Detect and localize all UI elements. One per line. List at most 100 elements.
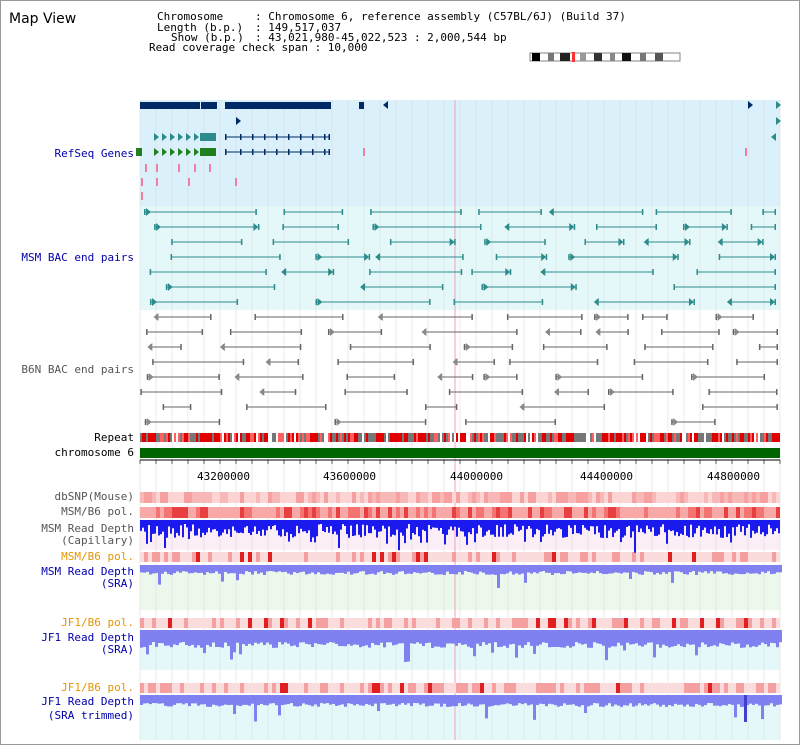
strand-arrow [147,343,153,351]
heat-cell [760,492,764,503]
depth-bar [204,520,206,536]
gene-exon [622,239,625,245]
heat-cell [384,683,388,693]
gene-exon [776,344,778,350]
heat-cell [276,618,280,628]
heat-cell [740,552,744,562]
repeat-cell [434,433,436,442]
depth-bar [548,565,551,573]
gene-exon [165,284,168,290]
heat-cell [220,507,224,518]
repeat-cell [638,433,640,442]
repeat-cell [764,433,766,442]
depth-bar [362,565,365,572]
heat-cell [428,683,432,693]
heat-cell [344,618,348,628]
repeat-cell [452,433,454,442]
repeat-cell [518,433,520,442]
heat-cell [396,618,400,628]
depth-bar [491,630,494,653]
depth-bar [233,630,236,653]
heat-cell [224,492,228,503]
depth-bar [245,695,248,705]
heat-cell [676,492,680,503]
heat-cell [584,618,588,628]
depth-bar [773,630,776,644]
depth-bar [728,565,731,575]
heat-cell [652,552,656,562]
chromosome-ideogram[interactable] [529,52,681,62]
heat-cell [388,618,392,628]
depth-bar [614,565,617,573]
heat-cell [528,618,532,628]
gene-exon [312,134,314,140]
depth-bar [167,695,170,707]
heat-cell [328,683,332,693]
depth-bar [728,630,731,646]
heat-cell [444,492,448,503]
repeat-track[interactable] [140,433,780,442]
b6n-bac-track[interactable] [140,313,778,426]
repeat-cell [568,433,570,442]
depth-bar [644,565,647,572]
repeat-cell [218,433,220,442]
repeat-cell [264,433,266,442]
depth-bar [365,630,368,646]
repeat-cell [402,433,404,442]
repeat-cell [726,433,728,442]
msm-bac-label[interactable]: MSM BAC end pairs [21,251,134,264]
repeat-cell [606,433,608,442]
heat-cell [180,507,184,518]
refseq-genes-label[interactable]: RefSeq Genes [55,147,134,160]
depth-bar [626,695,629,706]
depth-bar [239,565,242,574]
heat-cell [716,492,720,503]
heat-cell [244,683,248,693]
depth-bar [602,520,604,538]
heat-cell [748,683,752,693]
repeat-cell [188,433,190,442]
heatmap-tracks[interactable] [140,492,780,693]
depth-bar [496,520,498,526]
depth-bar [419,630,422,644]
heat-cell [388,492,392,503]
heat-cell [152,492,156,503]
repeat-cell [632,433,634,442]
depth-bar [701,565,704,573]
depth-bar [248,630,251,644]
depth-bar [341,630,344,647]
depth-bar [188,520,190,540]
heat-cell [180,492,184,503]
jf1-depth-trimmed-sublabel: (SRA trimmed) [48,709,134,722]
gene-exon [347,239,350,245]
heat-cell [188,492,192,503]
depth-bar [360,520,362,538]
read-depth-tracks[interactable] [140,520,782,722]
chromosome-bar[interactable] [140,448,780,458]
gene-exon [149,299,152,305]
depth-bar [389,695,392,705]
heat-cell [576,552,580,562]
msm-bac-track[interactable] [144,208,776,306]
depth-bar [620,630,623,646]
heat-cell [144,492,148,503]
depth-bar [620,565,623,574]
depth-bar [335,630,338,644]
depth-bar [772,520,774,535]
depth-bar [317,565,320,573]
depth-bar [203,565,206,575]
depth-bar [443,695,446,704]
depth-bar [395,630,398,645]
depth-bar [146,565,149,572]
heat-cell [568,618,572,628]
depth-bar [773,565,776,574]
heat-cell [464,492,468,503]
heat-cell [484,552,488,562]
b6n-bac-label[interactable]: B6N BAC end pairs [21,363,134,376]
refseq-genes-track[interactable] [136,101,781,200]
depth-bar [335,695,338,706]
heat-cell [236,492,240,503]
repeat-cell [248,433,250,442]
strand-arrow [259,388,265,396]
depth-bar [266,520,268,531]
